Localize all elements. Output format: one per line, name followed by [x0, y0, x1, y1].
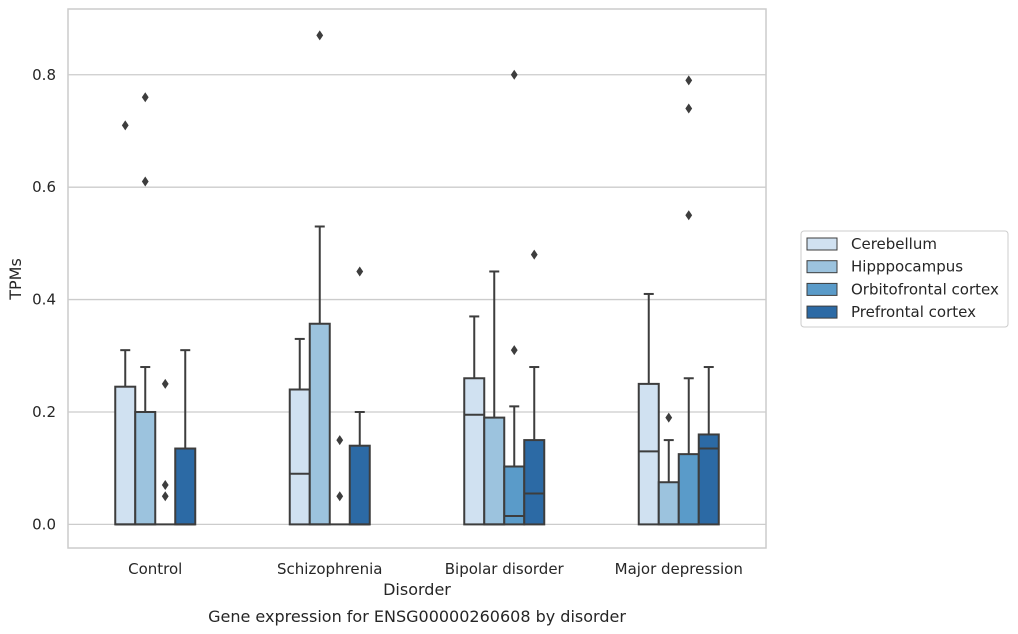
outlier-point: [121, 120, 129, 131]
box: [174, 447, 197, 526]
outlier-point: [316, 30, 324, 41]
box: [677, 453, 700, 526]
legend-label: Prefrontal cortex: [851, 303, 976, 321]
x-tick-label: Schizophrenia: [277, 560, 382, 578]
y-tick-labels: 0.0 0.2 0.4 0.6 0.8: [32, 66, 56, 534]
y-tick-label: 0.4: [32, 291, 56, 309]
box: [348, 444, 371, 526]
outlier-point: [336, 435, 344, 446]
legend: Cerebellum Hipppocampus Orbitofrontal cort…: [800, 230, 1009, 328]
y-axis-label: TPMs: [6, 258, 25, 301]
box: [288, 388, 311, 526]
x-tick-label: Control: [128, 560, 182, 578]
plot-frame: [67, 8, 767, 549]
box: [114, 385, 137, 526]
outlier-point: [336, 491, 344, 502]
outlier-point: [510, 69, 518, 80]
box: [657, 481, 680, 526]
box-group: [134, 92, 157, 526]
box-group: [463, 315, 486, 526]
y-tick-label: 0.2: [32, 403, 56, 421]
outlier-point: [510, 345, 518, 356]
legend-entries: Cerebellum Hipppocampus Orbitofrontal cort…: [806, 235, 999, 321]
legend-label: Cerebellum: [851, 235, 937, 253]
outlier-point: [141, 176, 149, 187]
box: [523, 439, 546, 526]
box-group: [697, 366, 720, 526]
legend-label: Hipppocampus: [851, 258, 963, 276]
boxes: [114, 30, 720, 526]
outlier-point: [161, 480, 169, 491]
box: [483, 416, 506, 526]
outlier-point: [530, 249, 538, 260]
box-group: [348, 266, 371, 526]
box-group: [637, 292, 660, 526]
x-tick-labels: Control Schizophrenia Bipolar disorder Majo…: [128, 560, 743, 578]
y-tick-label: 0.0: [32, 515, 56, 533]
box-group: [523, 249, 546, 526]
outlier-point: [141, 92, 149, 103]
outlier-point: [161, 491, 169, 502]
outlier-point: [665, 412, 673, 423]
outlier-point: [161, 378, 169, 389]
legend-swatch: [806, 237, 838, 251]
box-group: [155, 378, 176, 526]
y-tick-label: 0.8: [32, 66, 56, 84]
box-group: [114, 120, 137, 526]
box: [463, 377, 486, 526]
box-group: [657, 412, 680, 526]
box: [637, 382, 660, 526]
outlier-point: [685, 103, 693, 114]
y-tick-label: 0.6: [32, 178, 56, 196]
box-group: [483, 270, 506, 526]
x-axis-label: Disorder: [383, 580, 451, 599]
box: [134, 410, 157, 526]
box: [697, 433, 720, 526]
outlier-point: [685, 75, 693, 86]
outlier-point: [685, 210, 693, 221]
plot-background: [68, 9, 766, 548]
outlier-point: [356, 266, 364, 277]
x-tick-label: Major depression: [615, 560, 743, 578]
chart-caption: Gene expression for ENSG00000260608 by d…: [208, 607, 626, 626]
box: [308, 322, 331, 526]
box-group: [329, 435, 350, 526]
legend-frame: [800, 230, 1009, 328]
legend-swatch: [806, 282, 838, 296]
x-tick-label: Bipolar disorder: [445, 560, 565, 578]
box-group: [174, 349, 197, 526]
legend-swatch: [806, 260, 838, 274]
legend-label: Orbitofrontal cortex: [851, 280, 999, 298]
legend-swatch: [806, 305, 838, 319]
box-group: [308, 30, 331, 526]
box-group: [288, 337, 311, 526]
